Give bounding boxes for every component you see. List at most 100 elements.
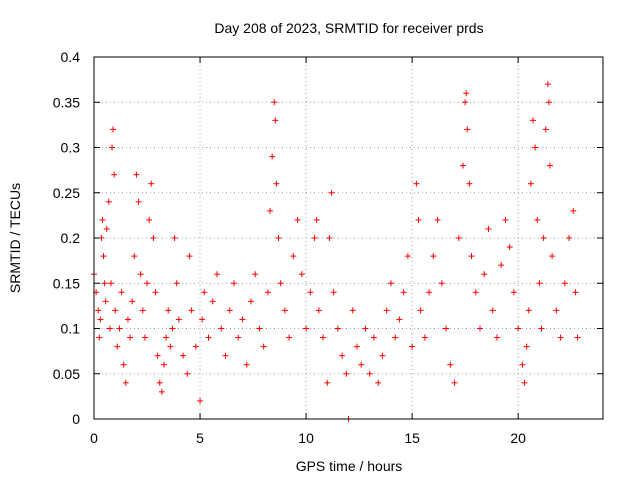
data-point [421, 334, 428, 341]
data-point [188, 307, 195, 314]
data-point [409, 343, 416, 350]
data-point [313, 216, 320, 223]
data-point [303, 325, 310, 332]
data-point [167, 343, 174, 350]
data-point [101, 280, 108, 287]
data-point [502, 216, 509, 223]
data-point [546, 162, 553, 169]
data-point [133, 171, 140, 178]
x-tick-label: 5 [196, 430, 204, 446]
data-point [466, 180, 473, 187]
data-point [222, 352, 229, 359]
data-point [311, 235, 318, 241]
data-point [152, 289, 159, 296]
data-point [443, 325, 450, 332]
data-point [247, 298, 254, 305]
data-point [260, 343, 267, 350]
data-point [156, 379, 163, 386]
data-point [362, 325, 369, 332]
data-point [256, 325, 263, 332]
data-point [171, 235, 178, 241]
data-point [163, 334, 170, 341]
data-point [549, 253, 556, 260]
data-point [175, 316, 182, 323]
data-point [532, 144, 539, 151]
data-point [192, 343, 199, 350]
data-point [485, 225, 492, 232]
data-point [180, 352, 187, 359]
y-tick-label: 0.2 [61, 230, 81, 246]
data-point [417, 307, 424, 314]
data-point [430, 253, 437, 260]
x-tick-label: 0 [90, 430, 98, 446]
data-point [106, 325, 113, 332]
data-point [506, 244, 513, 251]
data-point [226, 307, 233, 314]
data-point [131, 253, 138, 260]
data-point [273, 180, 280, 187]
data-point [460, 162, 467, 169]
data-point [574, 334, 581, 341]
data-point [489, 307, 496, 314]
data-point [95, 307, 102, 314]
grid-lines [94, 57, 603, 419]
data-point [114, 343, 121, 350]
y-tick-label: 0.4 [61, 49, 81, 65]
x-tick-label: 20 [510, 430, 526, 446]
data-point [455, 235, 462, 241]
data-point [239, 316, 246, 323]
data-point [468, 253, 475, 260]
data-point [110, 126, 117, 133]
y-tick-label: 0.35 [53, 94, 80, 110]
data-point [97, 316, 104, 323]
data-point [99, 216, 106, 223]
data-point [111, 171, 118, 178]
data-point [530, 117, 537, 124]
data-point [294, 216, 301, 223]
data-point [252, 271, 259, 278]
data-point [566, 235, 573, 241]
data-point [201, 289, 208, 296]
data-point [124, 316, 131, 323]
data-point [307, 289, 314, 296]
data-point [205, 334, 212, 341]
data-point [96, 334, 103, 341]
data-point [462, 99, 469, 106]
data-point [271, 99, 278, 106]
data-point [366, 370, 373, 377]
data-point [135, 198, 142, 205]
data-point [464, 126, 471, 133]
data-point [358, 361, 365, 368]
data-point [328, 189, 335, 196]
data-point [173, 280, 180, 287]
data-point [343, 370, 350, 377]
y-tick-label: 0.15 [53, 275, 80, 291]
data-point [553, 307, 560, 314]
data-point [277, 280, 284, 287]
data-point [281, 307, 288, 314]
data-point [544, 81, 551, 88]
data-point [148, 180, 155, 187]
data-point [102, 298, 109, 305]
data-point [109, 144, 116, 151]
data-point [330, 289, 337, 296]
data-point [415, 216, 422, 223]
axis-ticks: 0 5 10 15 20 0 0.05 0.1 0.15 0.2 0.25 0.3 0.35 0.4 [53, 49, 603, 446]
data-point [523, 343, 530, 350]
data-point [315, 307, 322, 314]
data-point [267, 207, 274, 214]
data-point [235, 334, 242, 341]
data-point [214, 271, 221, 278]
data-point [186, 253, 193, 260]
data-point [542, 126, 549, 133]
data-point [158, 388, 165, 395]
data-point [107, 280, 114, 287]
data-point [290, 253, 297, 260]
data-point [137, 271, 144, 278]
data-point [103, 225, 110, 232]
y-tick-label: 0 [72, 411, 80, 427]
data-point [286, 334, 293, 341]
data-point [538, 325, 545, 332]
data-point [129, 298, 136, 305]
